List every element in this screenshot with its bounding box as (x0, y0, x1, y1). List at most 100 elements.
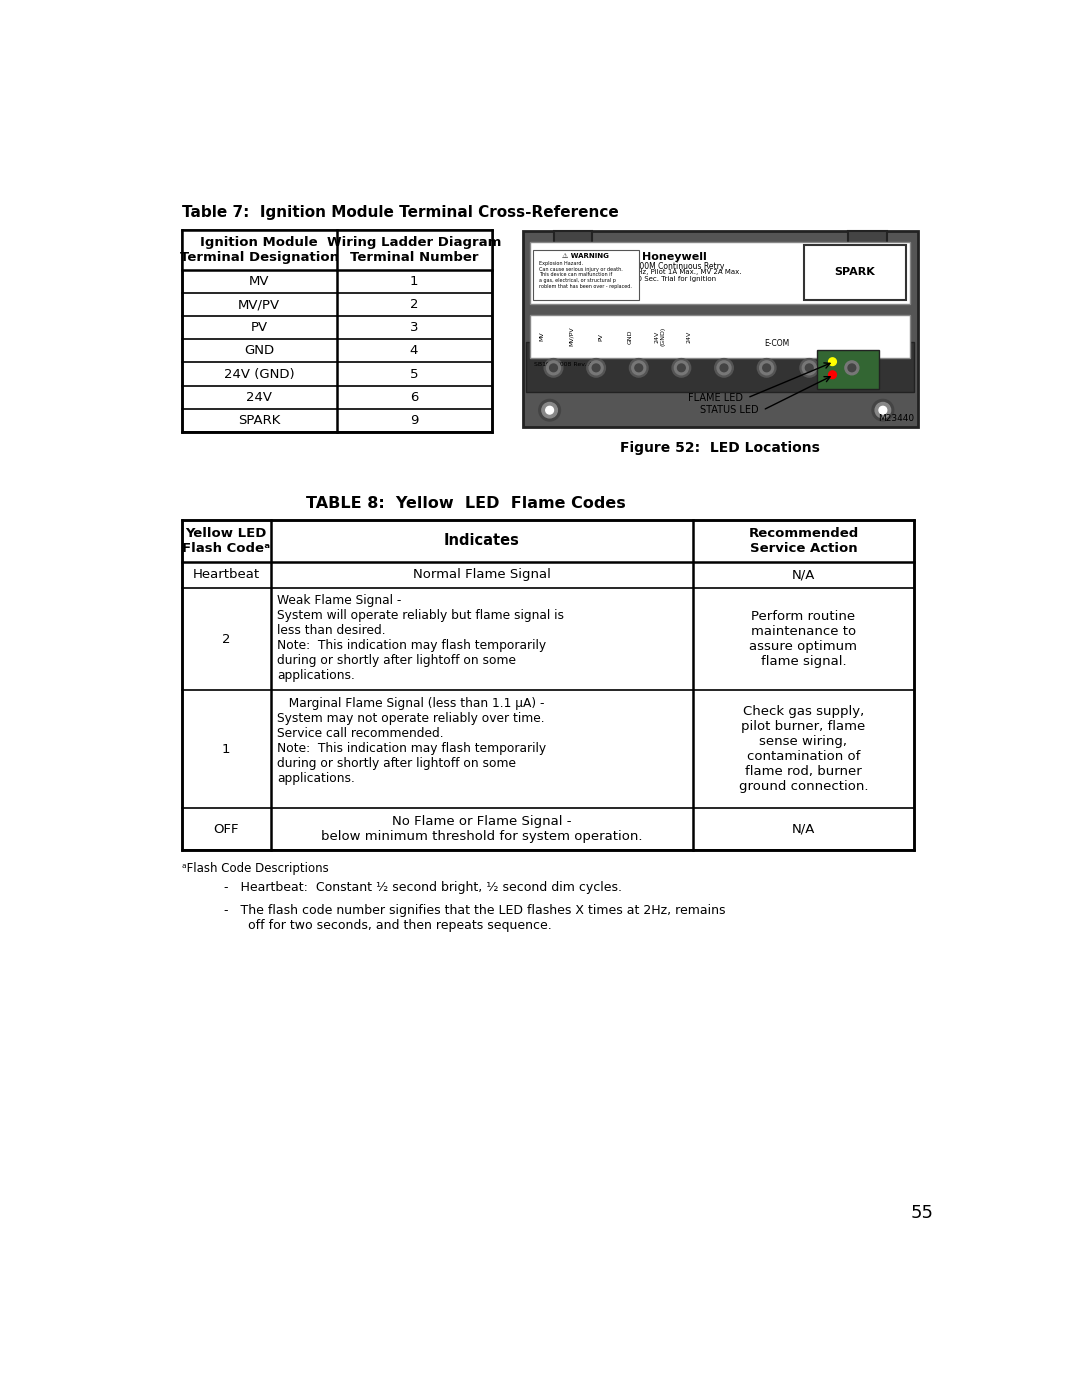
Text: 6: 6 (409, 391, 418, 404)
Bar (181, 520, 914, 849)
Text: 90 Sec. Trial for Ignition: 90 Sec. Trial for Ignition (633, 277, 716, 282)
Circle shape (586, 359, 606, 377)
Text: ᵃFlash Code Descriptions: ᵃFlash Code Descriptions (181, 862, 328, 875)
Text: MV: MV (248, 275, 269, 288)
Text: 9: 9 (409, 414, 418, 426)
Circle shape (872, 400, 894, 420)
Circle shape (800, 359, 819, 377)
Text: Explosion Hazard.
Can cause serious injury or death.
This device can malfunction: Explosion Hazard. Can cause serious inju… (539, 261, 632, 289)
Text: 24V (GND): 24V (GND) (224, 367, 295, 380)
Text: STATUS LED: STATUS LED (700, 405, 759, 415)
Text: SB19J67008 Rev. A: SB19J67008 Rev. A (535, 362, 593, 366)
Circle shape (539, 400, 561, 420)
Text: Heartbeat: Heartbeat (192, 569, 259, 581)
Text: E-COM: E-COM (765, 338, 789, 348)
Text: Ignition Module
Terminal Designation: Ignition Module Terminal Designation (179, 236, 338, 264)
Text: Table 7:  Ignition Module Terminal Cross-Reference: Table 7: Ignition Module Terminal Cross-… (181, 205, 618, 221)
Text: Wiring Ladder Diagram
Terminal Number: Wiring Ladder Diagram Terminal Number (327, 236, 501, 264)
Bar (530, 242, 910, 305)
Text: 4: 4 (409, 345, 418, 358)
Text: PV: PV (251, 321, 268, 334)
Text: Recommended
Service Action: Recommended Service Action (748, 527, 859, 555)
Bar (848, 231, 887, 247)
Text: Figure 52:  LED Locations: Figure 52: LED Locations (620, 441, 820, 455)
Circle shape (630, 359, 648, 377)
Bar (530, 316, 910, 358)
Circle shape (720, 365, 728, 372)
Circle shape (757, 359, 775, 377)
Text: SPARK: SPARK (238, 414, 280, 426)
Circle shape (635, 365, 643, 372)
Text: M23440: M23440 (878, 415, 914, 423)
Circle shape (828, 358, 836, 366)
Circle shape (875, 402, 891, 418)
Bar (523, 231, 918, 427)
Text: ⚠ WARNING: ⚠ WARNING (563, 253, 609, 258)
Text: 55: 55 (910, 1204, 933, 1222)
Text: No Flame or Flame Signal -
below minimum threshold for system operation.: No Flame or Flame Signal - below minimum… (321, 814, 643, 842)
Circle shape (674, 360, 688, 374)
Bar (526, 342, 914, 393)
Text: Honeywell: Honeywell (643, 251, 707, 261)
Text: OFF: OFF (214, 823, 239, 835)
Circle shape (590, 360, 603, 374)
Text: 5: 5 (409, 367, 418, 380)
Text: 24V
(GND): 24V (GND) (654, 327, 665, 346)
Circle shape (546, 360, 561, 374)
Text: FLAME LED: FLAME LED (688, 393, 743, 402)
Text: 2: 2 (221, 633, 230, 645)
Text: PV: PV (598, 332, 604, 341)
Text: 2: 2 (409, 298, 418, 312)
Text: 1: 1 (409, 275, 418, 288)
Circle shape (632, 360, 646, 374)
Circle shape (672, 359, 691, 377)
Text: -   The flash code number signifies that the LED flashes X times at 2Hz, remains: - The flash code number signifies that t… (225, 904, 726, 932)
Circle shape (828, 372, 836, 379)
Circle shape (677, 365, 685, 372)
Text: Normal Flame Signal: Normal Flame Signal (413, 569, 551, 581)
Circle shape (879, 407, 887, 414)
Circle shape (545, 407, 554, 414)
Text: N/A: N/A (792, 823, 815, 835)
Text: Perform routine
maintenance to
assure optimum
flame signal.: Perform routine maintenance to assure op… (750, 610, 858, 668)
Circle shape (544, 359, 563, 377)
Text: 24V, 60 Hz, Pilot 1A Max., MV 2A Max.: 24V, 60 Hz, Pilot 1A Max., MV 2A Max. (608, 270, 741, 275)
Text: Indicates: Indicates (444, 534, 519, 548)
Text: GND: GND (244, 345, 274, 358)
Bar (181, 231, 491, 432)
Circle shape (762, 365, 770, 372)
Circle shape (550, 365, 557, 372)
Circle shape (802, 360, 816, 374)
Text: MV/PV: MV/PV (569, 327, 573, 346)
Text: Yellow LED
Flash Codeᵃ: Yellow LED Flash Codeᵃ (183, 527, 270, 555)
Text: Weak Flame Signal -
System will operate reliably but flame signal is
less than d: Weak Flame Signal - System will operate … (276, 594, 564, 682)
Text: GND: GND (627, 330, 633, 344)
Text: Check gas supply,
pilot burner, flame
sense wiring,
contamination of
flame rod, : Check gas supply, pilot burner, flame se… (739, 705, 868, 793)
Circle shape (759, 360, 773, 374)
Text: 24V: 24V (246, 391, 272, 404)
Text: -   Heartbeat:  Constant ½ second bright, ½ second dim cycles.: - Heartbeat: Constant ½ second bright, ½… (225, 880, 622, 894)
Text: Marginal Flame Signal (less than 1.1 μA) -
System may not operate reliably over : Marginal Flame Signal (less than 1.1 μA)… (276, 697, 546, 785)
Text: 24V: 24V (687, 331, 691, 342)
Text: MV/PV: MV/PV (238, 298, 280, 312)
Circle shape (592, 365, 600, 372)
Bar (554, 231, 592, 247)
Text: S8600M Continuous Retry: S8600M Continuous Retry (625, 261, 725, 271)
Circle shape (715, 359, 733, 377)
Text: MV: MV (539, 332, 544, 341)
Bar (816, 351, 879, 388)
Bar (181, 231, 491, 270)
Text: N/A: N/A (792, 569, 815, 581)
Circle shape (848, 365, 855, 372)
Circle shape (542, 402, 557, 418)
Text: 1: 1 (221, 743, 230, 756)
Text: SPARK: SPARK (835, 267, 875, 278)
Text: 3: 3 (409, 321, 418, 334)
Circle shape (806, 365, 813, 372)
Bar (532, 250, 639, 300)
Bar (804, 244, 906, 300)
Circle shape (842, 359, 861, 377)
Circle shape (717, 360, 731, 374)
Text: TABLE 8:  Yellow  LED  Flame Codes: TABLE 8: Yellow LED Flame Codes (306, 496, 625, 511)
Circle shape (845, 360, 859, 374)
